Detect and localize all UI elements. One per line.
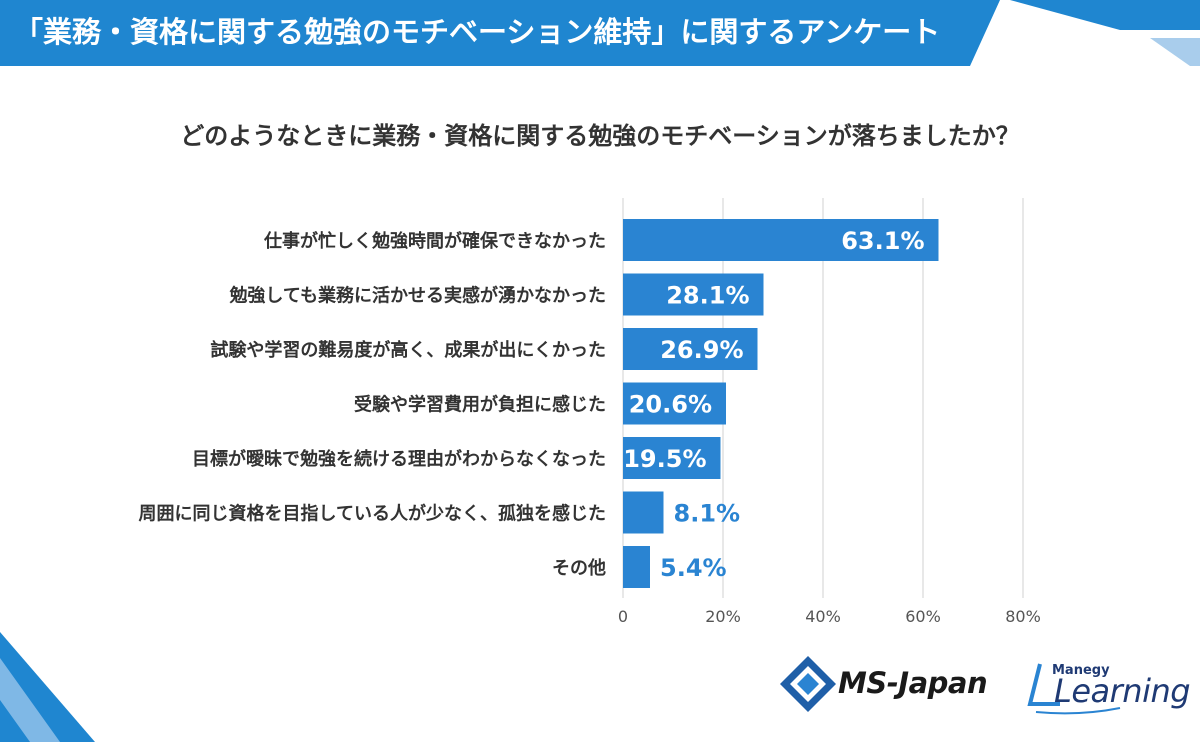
bar [623,328,758,370]
learning-logo-text: Learning [1054,672,1191,710]
header-bar [0,0,1000,66]
category-label: 受験や学習費用が負担に感じた [354,394,606,416]
top-right-stripe [1010,0,1200,30]
bar [623,382,726,425]
x-tick-label: 80% [1005,607,1041,626]
bar [623,273,764,316]
manegy-logo-text: Manegy [1052,663,1110,678]
data-label: 26.9% [660,336,743,364]
x-tick-label: 40% [805,607,841,626]
data-label: 28.1% [666,282,749,310]
x-tick-label: 0 [618,607,628,626]
data-label: 19.5% [623,445,706,473]
category-label: 試験や学習の難易度が高く、成果が出にくかった [210,339,606,361]
data-label: 20.6% [629,391,712,419]
top-right-light-stripe [1150,38,1200,66]
x-tick-label: 60% [905,607,941,626]
x-tick-label: 20% [705,607,741,626]
bar [623,219,939,261]
bar [623,546,650,588]
category-label: 周囲に同じ資格を目指している人が少なく、孤独を感じた [139,503,606,525]
ms-japan-logo-text: MS-Japan [838,666,988,700]
data-label: 63.1% [841,227,924,255]
category-label: 目標が曖昧で勉強を続ける理由がわからなくなった [192,448,606,470]
bar [623,437,721,479]
ms-japan-logo-icon [780,656,836,712]
data-label: 8.1% [674,500,741,528]
bottom-left-light-stripe [0,658,60,742]
data-label: 5.4% [660,554,727,582]
category-label: その他 [552,557,606,579]
survey-question: どのようなときに業務・資格に関する勉強のモチベーションが落ちましたか？ [180,122,1020,150]
bar [623,491,664,534]
category-label: 仕事が忙しく勉強時間が確保できなかった [263,230,606,252]
category-label: 勉強しても業務に活かせる実感が湧かなかった [228,285,606,307]
learning-logo-icon [1027,663,1121,715]
page-title: 「業務・資格に関する勉強のモチベーション維持」に関するアンケート [14,15,941,49]
